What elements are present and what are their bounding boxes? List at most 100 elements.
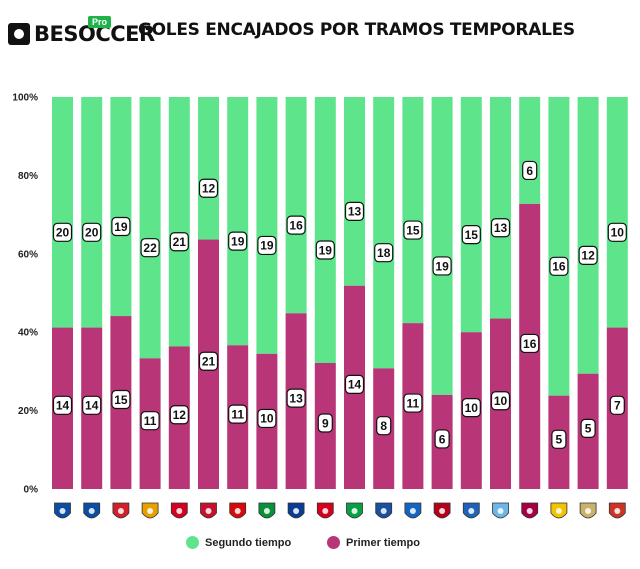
data-label-text: 12 — [173, 408, 187, 422]
data-label-primer: 9 — [317, 413, 333, 433]
crest-emblem — [88, 508, 95, 514]
sevilla-crest-icon — [170, 502, 188, 519]
chart-title: GOLES ENCAJADOS POR TRAMOS TEMPORALES — [138, 20, 575, 40]
data-labels: 14 20 14 20 15 19 11 22 12 21 21 12 11 19 10 19 13 16 9 19 1… — [52, 160, 627, 449]
data-label-text: 16 — [289, 218, 303, 232]
getafe-crest-icon — [404, 502, 422, 519]
bar-segundo-tiempo — [431, 97, 453, 395]
data-label-box — [228, 231, 248, 251]
y-tick-label: 100% — [12, 93, 38, 104]
y-tick-label: 40% — [18, 328, 38, 339]
data-label-segundo: 22 — [140, 238, 160, 258]
data-label-box — [432, 256, 452, 276]
data-label-text: 10 — [494, 394, 508, 408]
oviedo-crest-icon — [83, 502, 101, 519]
data-label-segundo: 19 — [228, 231, 248, 251]
data-label-segundo: 15 — [461, 225, 481, 245]
data-label-segundo: 13 — [490, 218, 511, 238]
y-tick-label: 60% — [18, 249, 38, 260]
data-label-box — [286, 388, 306, 408]
data-label-segundo: 18 — [374, 243, 394, 263]
crest-emblem — [147, 508, 154, 514]
data-label-box — [228, 404, 248, 424]
data-label-segundo: 19 — [432, 256, 452, 276]
levante-crest-icon — [54, 502, 71, 519]
legend-label-segundo: Segundo tiempo — [205, 536, 292, 549]
data-label-box — [461, 398, 481, 418]
data-label-text: 15 — [465, 228, 479, 242]
crest-emblem — [497, 508, 504, 514]
bar-segundo-tiempo — [577, 97, 599, 374]
data-label-box — [317, 413, 333, 433]
data-label-text: 22 — [143, 241, 157, 255]
data-label-text: 18 — [377, 246, 391, 260]
data-label-text: 6 — [526, 164, 533, 178]
legend-item-segundo: Segundo tiempo — [186, 536, 291, 549]
data-label-box — [198, 178, 219, 198]
bar-segundo-tiempo — [285, 97, 307, 314]
data-label-text: 21 — [173, 235, 187, 249]
bar-segundo-tiempo — [606, 97, 628, 328]
data-label-box — [490, 391, 511, 411]
bar-segundo-tiempo — [52, 97, 73, 328]
data-label-primer: 10 — [257, 408, 277, 429]
data-label-box — [52, 395, 73, 415]
data-label-primer: 10 — [461, 398, 481, 418]
data-label-segundo: 20 — [82, 222, 102, 242]
crest-emblem — [555, 508, 562, 514]
data-label-primer: 21 — [198, 351, 219, 371]
data-label-segundo: 19 — [111, 216, 131, 237]
bar-segundo-tiempo — [519, 97, 541, 204]
data-label-text: 14 — [348, 378, 362, 392]
data-label-segundo: 21 — [169, 232, 189, 252]
data-label-box — [169, 405, 189, 425]
crest-emblem — [322, 508, 329, 514]
y-tick-label: 20% — [18, 406, 38, 417]
data-label-text: 21 — [202, 355, 216, 369]
data-label-text: 13 — [494, 221, 508, 235]
valencia-crest-icon — [141, 502, 159, 519]
betis-crest-icon — [346, 502, 363, 519]
crest-emblem — [176, 508, 183, 514]
bar-segundo-tiempo — [402, 97, 424, 324]
data-label-box — [434, 429, 450, 449]
crest-emblem — [293, 508, 300, 514]
data-label-box — [578, 245, 598, 265]
data-label-primer: 11 — [403, 393, 423, 413]
crest-emblem — [526, 508, 533, 514]
data-label-text: 10 — [465, 401, 479, 415]
data-label-text: 14 — [85, 399, 99, 413]
villarreal-crest-icon — [550, 502, 568, 519]
real-sociedad-crest-icon — [287, 502, 305, 519]
data-label-box — [520, 333, 540, 354]
data-label-box — [607, 222, 627, 242]
data-label-text: 19 — [231, 234, 245, 248]
data-label-primer: 11 — [228, 404, 248, 424]
data-label-text: 20 — [56, 226, 70, 240]
data-label-box — [140, 238, 160, 258]
bar-segundo-tiempo — [314, 97, 336, 363]
data-label-segundo: 15 — [403, 220, 423, 240]
data-label-primer: 6 — [434, 429, 450, 449]
crest-emblem — [614, 508, 621, 514]
data-label-text: 11 — [144, 414, 157, 428]
barcelona-crest-icon — [521, 502, 539, 519]
bar-segundo-tiempo — [168, 97, 190, 347]
data-label-segundo: 20 — [52, 222, 73, 242]
data-label-text: 6 — [439, 432, 446, 446]
bar-segundo-tiempo — [81, 97, 103, 328]
data-label-box — [609, 395, 625, 415]
data-label-text: 19 — [260, 239, 274, 253]
espanyol-crest-icon — [462, 502, 480, 519]
data-label-box — [140, 411, 160, 431]
bar-segundo-tiempo — [373, 97, 395, 369]
bar-segundo-tiempo — [227, 97, 249, 346]
data-label-box — [257, 408, 277, 429]
data-label-text: 7 — [614, 399, 621, 413]
crest-emblem — [351, 508, 358, 514]
legend-item-primer: Primer tiempo — [327, 536, 420, 549]
crest-emblem — [380, 508, 387, 514]
data-label-box — [198, 351, 219, 371]
data-label-segundo: 10 — [607, 222, 627, 242]
data-label-box — [286, 215, 306, 235]
